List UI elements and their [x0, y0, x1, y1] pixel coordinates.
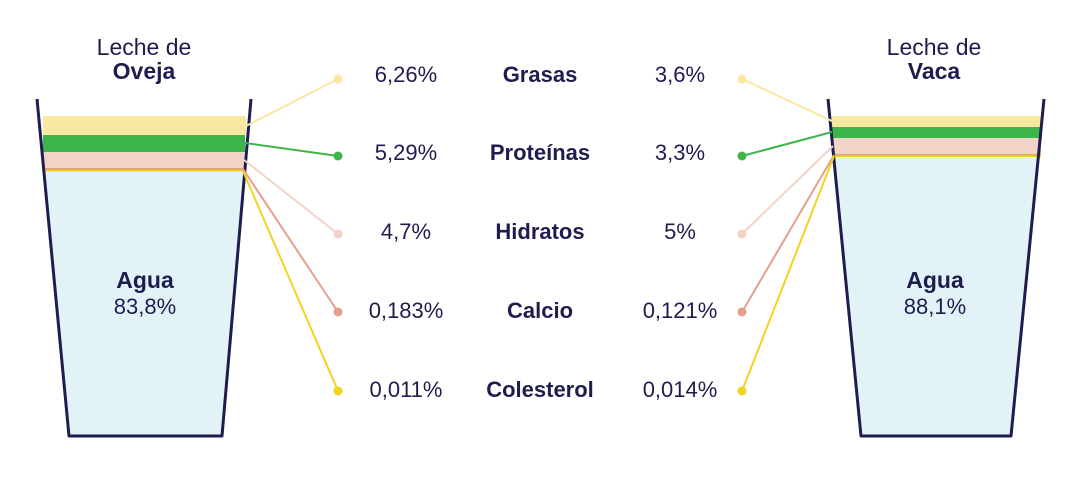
row-label-proteinas: Proteínas: [489, 140, 591, 165]
right-value-hidratos: 5%: [664, 219, 696, 244]
dot-right-proteinas: [737, 151, 747, 161]
right-glass-title-line2: Vaca: [907, 58, 961, 84]
left-glass-title-line2: Oveja: [112, 58, 176, 84]
connector-left-calcio: [242, 168, 339, 313]
left-glass: [35, 98, 253, 438]
row-label-calcio: Calcio: [506, 298, 574, 323]
right-glass-water: [834, 157, 1040, 436]
right-value-proteinas: 3,3%: [654, 140, 706, 165]
connector-right-grasas: [741, 78, 833, 122]
connector-left-proteinas: [244, 142, 339, 157]
left-value-calcio: 0,183%: [368, 298, 444, 323]
right-water-label: Agua: [906, 267, 964, 293]
connector-left-colesterol: [242, 170, 339, 392]
connector-right-calcio: [741, 154, 835, 313]
dot-right-hidratos: [737, 229, 747, 239]
connector-right-colesterol: [741, 155, 835, 392]
row-label-hidratos: Hidratos: [495, 219, 585, 244]
dot-right-grasas: [737, 74, 747, 84]
connector-right-proteinas: [741, 131, 833, 157]
left-value-colesterol: 0,011%: [369, 377, 443, 402]
left-value-proteinas: 5,29%: [374, 140, 438, 165]
dot-right-colesterol: [737, 386, 747, 396]
right-glass: [826, 98, 1046, 438]
right-water-value: 88,1%: [903, 294, 967, 319]
dot-left-hidratos: [333, 229, 343, 239]
connector-right-hidratos: [741, 145, 834, 235]
left-value-grasas: 6,26%: [374, 62, 438, 87]
left-water-label: Agua: [116, 267, 174, 293]
right-glass-title-line1: Leche de: [886, 34, 982, 60]
dot-left-proteinas: [333, 151, 343, 161]
connector-left-grasas: [245, 78, 339, 127]
left-glass-water-label: Agua 83,8%: [45, 267, 245, 321]
right-glass-proteinas-layer: [832, 127, 1042, 138]
left-glass-colesterol-layer: [43, 170, 243, 172]
dot-right-calcio: [737, 307, 747, 317]
right-value-grasas: 3,6%: [654, 62, 706, 87]
left-value-hidratos: 4,7%: [380, 219, 432, 244]
row-label-colesterol: Colesterol: [486, 377, 594, 402]
dot-left-calcio: [333, 307, 343, 317]
dot-left-colesterol: [333, 386, 343, 396]
left-glass-water: [44, 171, 243, 436]
connector-left-hidratos: [243, 159, 339, 235]
left-glass-outline: [35, 98, 253, 438]
right-value-calcio: 0,121%: [642, 298, 718, 323]
left-glass-proteinas-layer: [43, 135, 245, 152]
left-glass-grasas-layer: [43, 116, 246, 135]
left-glass-hidratos-layer: [43, 152, 244, 168]
right-glass-water-label: Agua 88,1%: [835, 267, 1035, 321]
right-value-colesterol: 0,014%: [642, 377, 718, 402]
right-glass-colesterol-layer: [834, 155, 1041, 157]
row-label-grasas: Grasas: [502, 62, 578, 87]
right-glass-grasas-layer: [832, 116, 1042, 127]
dot-left-grasas: [333, 74, 343, 84]
left-water-value: 83,8%: [113, 294, 177, 319]
right-glass-outline: [826, 98, 1046, 438]
left-glass-calcio-layer: [43, 168, 243, 170]
left-glass-title: Leche de Oveja: [44, 35, 244, 83]
right-glass-calcio-layer: [834, 154, 1041, 156]
left-glass-title-line1: Leche de: [96, 34, 192, 60]
connectors: [242, 74, 835, 396]
right-glass-title: Leche de Vaca: [834, 35, 1034, 83]
right-glass-hidratos-layer: [833, 138, 1041, 154]
